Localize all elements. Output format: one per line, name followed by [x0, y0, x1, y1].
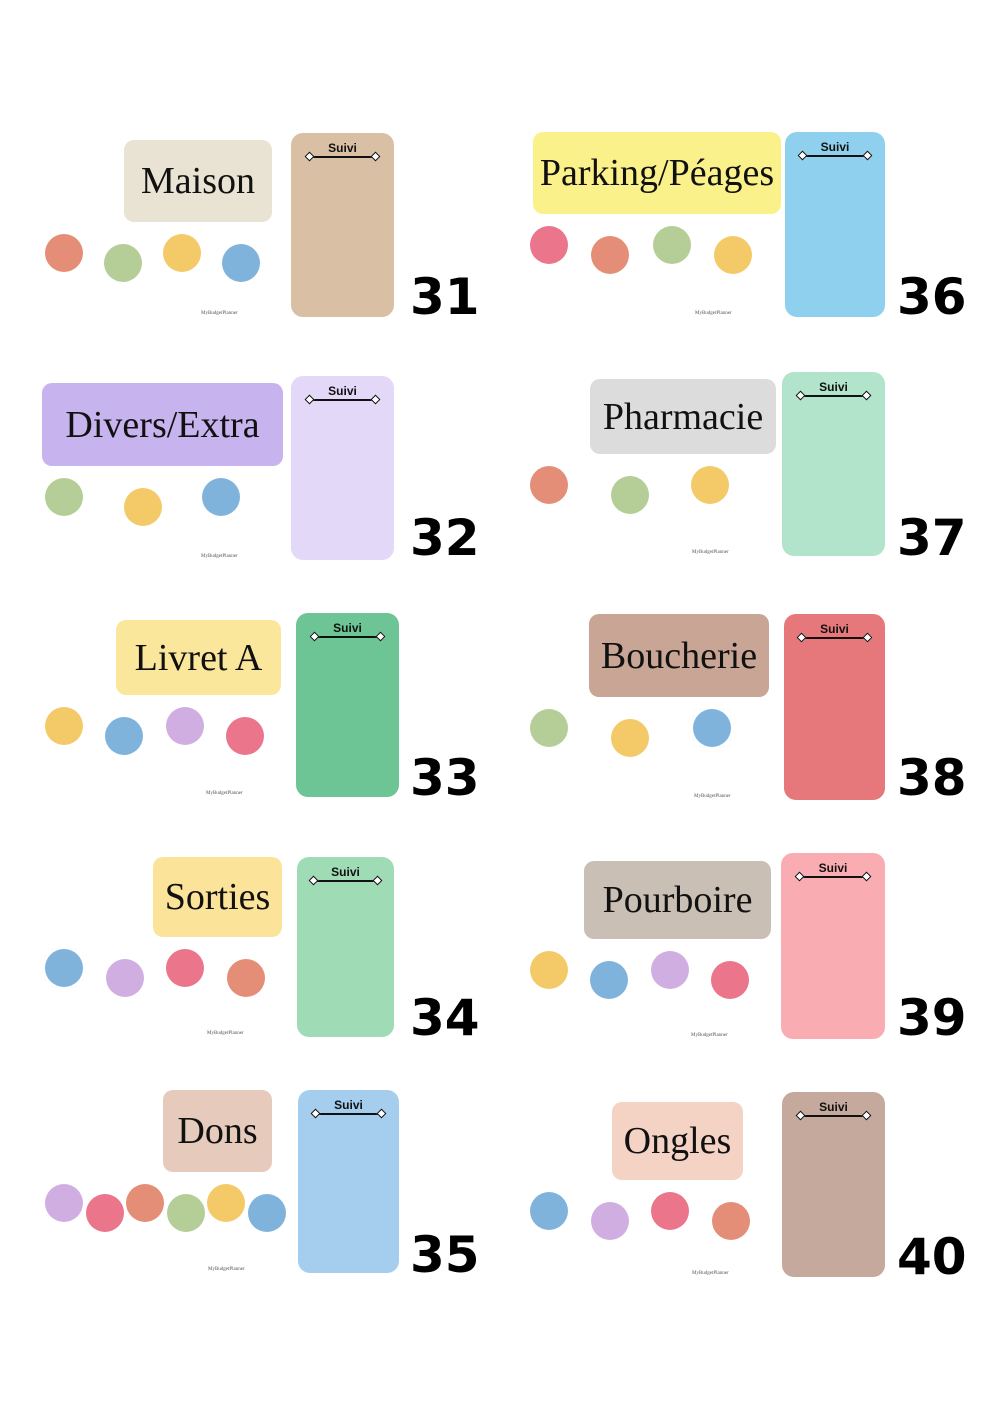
ribbon-icon: [85, 1194, 124, 1232]
divider-line: [803, 155, 867, 157]
suivi-panel: Suivi: [291, 133, 394, 317]
watermark: MyBudgetPlanner: [694, 794, 731, 799]
piggy-bank-icon: [590, 961, 629, 999]
burst-icon: [123, 488, 162, 526]
bank-phone-icon: [105, 717, 144, 755]
card-number: 33: [410, 749, 480, 807]
flying-money-icon: [530, 951, 568, 989]
category-title: Parking/Péages: [533, 132, 781, 214]
category-title: Divers/Extra: [42, 383, 283, 466]
hanging-plant-icon: [222, 244, 260, 282]
card-number: 35: [410, 1226, 480, 1284]
card-number: 39: [897, 989, 967, 1047]
suivi-panel: Suivi: [782, 1092, 885, 1277]
suivi-label: Suivi: [328, 384, 357, 398]
suivi-panel: Suivi: [297, 857, 394, 1037]
ferris-wheel-icon: [105, 959, 144, 997]
watermark: MyBudgetPlanner: [692, 550, 729, 555]
category-title: Maison: [124, 140, 272, 222]
sparkles-icon: [202, 478, 241, 516]
zoo-icon: [226, 959, 265, 997]
tickets-icon: [45, 949, 83, 987]
nail-polish-icon: [530, 1192, 568, 1230]
barrier-icon: [530, 226, 568, 264]
suivi-panel: Suivi: [784, 614, 885, 800]
nail-swatches-icon: [651, 1192, 689, 1230]
divider-line: [309, 399, 376, 401]
suivi-label: Suivi: [334, 1098, 363, 1112]
card-number: 34: [410, 989, 480, 1047]
divider-line: [309, 156, 376, 158]
suivi-panel: Suivi: [781, 853, 885, 1039]
divider-line: [800, 395, 867, 397]
card-number: 37: [897, 509, 967, 567]
watermark: MyBudgetPlanner: [201, 554, 238, 559]
suivi-label: Suivi: [820, 140, 850, 154]
card-number: 36: [897, 268, 967, 326]
manicured-hand-icon: [590, 1202, 629, 1240]
divider-line: [314, 636, 381, 638]
category-title: Pourboire: [584, 861, 771, 939]
pendant-lamp-icon: [45, 234, 83, 272]
card-number: 32: [410, 509, 480, 567]
butcher-counter-icon: [692, 709, 731, 747]
parking-sign-icon: [591, 236, 630, 274]
watermark: MyBudgetPlanner: [695, 311, 732, 316]
category-title: Livret A: [116, 620, 281, 695]
watermark: MyBudgetPlanner: [691, 1033, 728, 1038]
anchor-icon: [166, 1194, 205, 1232]
fireworks-icon: [166, 949, 204, 987]
gift-icon: [45, 478, 83, 516]
coins-icon: [650, 951, 689, 989]
ticket-hand-icon: [713, 236, 752, 274]
divider-line: [802, 637, 867, 639]
watermark: MyBudgetPlanner: [206, 791, 243, 796]
watermark: MyBudgetPlanner: [692, 1271, 729, 1276]
card-number: 40: [897, 1228, 967, 1286]
divider-line: [800, 1115, 867, 1117]
nail-lamp-icon: [711, 1202, 750, 1240]
plant-icon: [163, 234, 201, 272]
banknotes-icon: [45, 707, 83, 745]
heart-hand-icon: [45, 1184, 83, 1222]
butcher-shop-icon: [611, 719, 650, 757]
suivi-panel: Suivi: [296, 613, 399, 797]
car-icon: [652, 226, 691, 264]
suivi-label: Suivi: [819, 380, 848, 394]
suivi-label: Suivi: [331, 865, 360, 879]
paw-icon: [207, 1184, 245, 1222]
suivi-panel: Suivi: [298, 1090, 399, 1273]
suivi-panel: Suivi: [785, 132, 885, 317]
watermark: MyBudgetPlanner: [207, 1031, 244, 1036]
suivi-label: Suivi: [328, 141, 357, 155]
bear-icon: [247, 1194, 286, 1232]
category-title: Dons: [163, 1090, 272, 1172]
watermark: MyBudgetPlanner: [201, 311, 238, 316]
pills-icon: [530, 466, 568, 504]
category-title: Boucherie: [589, 614, 769, 697]
ship-icon: [126, 1184, 164, 1222]
divider-line: [316, 1113, 381, 1115]
suivi-label: Suivi: [333, 621, 362, 635]
category-title: Ongles: [612, 1102, 743, 1180]
money-bag-icon: [225, 717, 264, 755]
meat-basket-icon: [530, 709, 568, 747]
suivi-label: Suivi: [820, 622, 849, 636]
armchair-icon: [104, 244, 142, 282]
suivi-panel: Suivi: [782, 372, 885, 556]
suivi-label: Suivi: [818, 861, 848, 875]
suivi-label: Suivi: [819, 1100, 848, 1114]
card-number: 38: [897, 749, 967, 807]
credit-card-icon: [165, 707, 204, 745]
green-cross-icon: [610, 476, 649, 514]
cash-stack-icon: [710, 961, 749, 999]
medicine-box-icon: [691, 466, 730, 504]
watermark: MyBudgetPlanner: [208, 1267, 245, 1272]
suivi-panel: Suivi: [291, 376, 394, 560]
card-number: 31: [410, 268, 480, 326]
category-title: Sorties: [153, 857, 282, 937]
category-title: Pharmacie: [590, 379, 776, 454]
divider-line: [799, 876, 867, 878]
divider-line: [314, 880, 377, 882]
